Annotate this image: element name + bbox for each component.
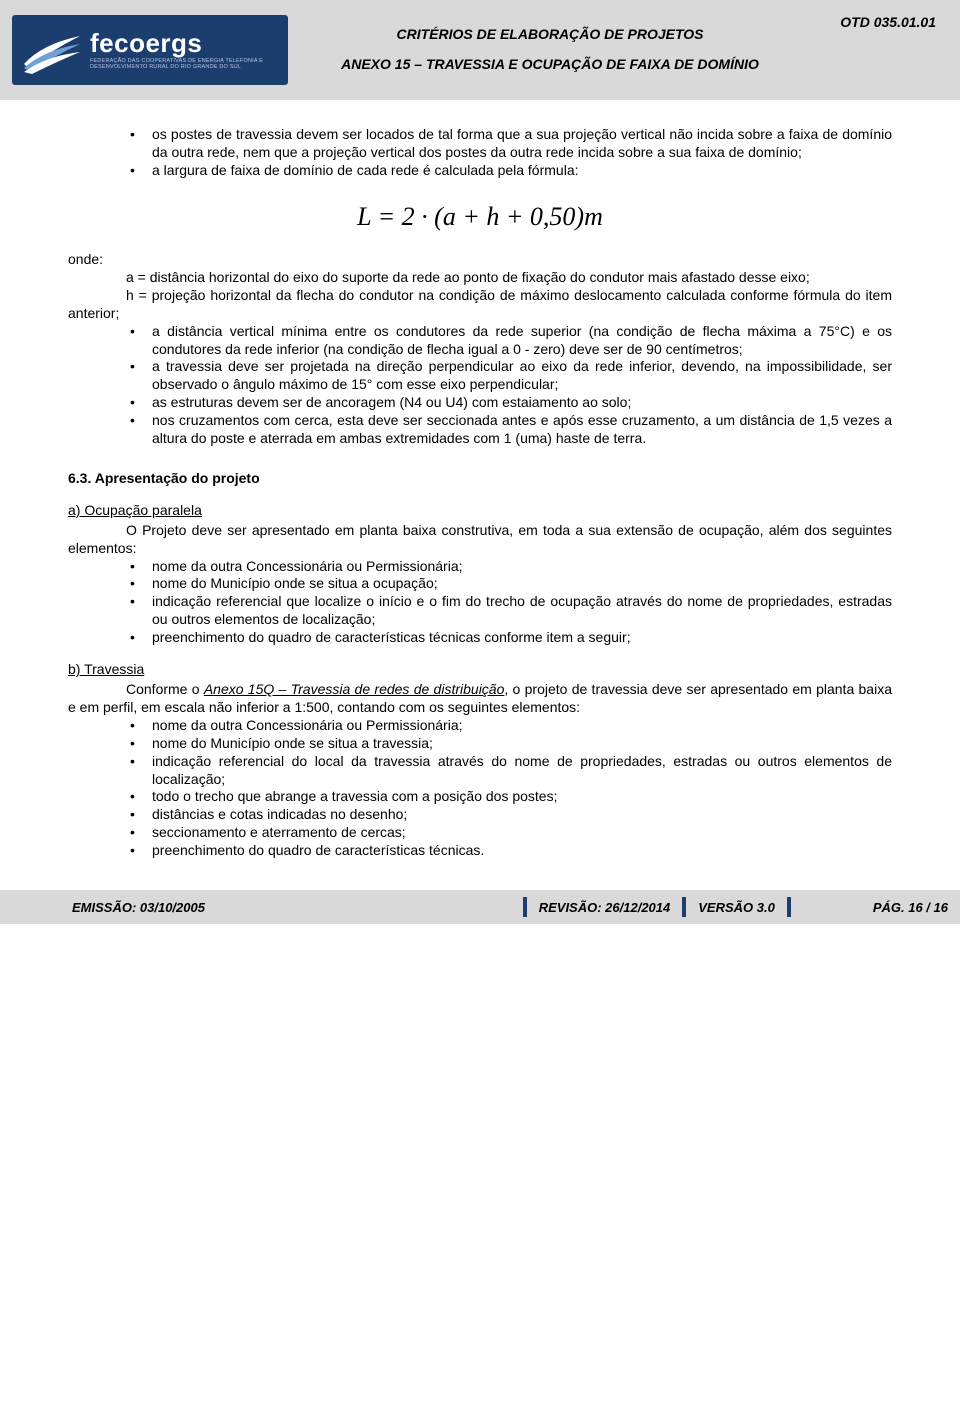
logo-subtitle: FEDERAÇÃO DAS COOPERATIVAS DE ENERGIA TE… [90,58,278,70]
formula: L = 2 · (a + h + 0,50)m [68,200,892,233]
footer-revisao: REVISÃO: 26/12/2014 [527,900,683,915]
list-item: nome do Município onde se situa a traves… [126,735,892,753]
footer-versao: VERSÃO 3.0 [686,900,787,915]
section-6-3-heading: 6.3. Apresentação do projeto [68,470,892,488]
para-b-pre: Conforme o [126,681,204,697]
list-item: indicação referencial que localize o iní… [126,593,892,629]
header-titles: CRITÉRIOS DE ELABORAÇÃO DE PROJETOS ANEX… [300,0,800,100]
list-item: seccionamento e aterramento de cercas; [126,824,892,842]
intro-bullets: os postes de travessia devem ser locados… [126,126,892,180]
list-item: preenchimento do quadro de característic… [126,842,892,860]
list-item: todo o trecho que abrange a travessia co… [126,788,892,806]
footer-band: EMISSÃO: 03/10/2005 REVISÃO: 26/12/2014 … [0,890,960,924]
onde-bullets: a distância vertical mínima entre os con… [126,323,892,448]
logo-text-wrap: fecoergs FEDERAÇÃO DAS COOPERATIVAS DE E… [90,30,278,70]
list-item: as estruturas devem ser de ancoragem (N4… [126,394,892,412]
doc-code: OTD 035.01.01 [800,0,960,100]
onde-h: h = projeção horizontal da flecha do con… [68,287,892,323]
footer-sep-icon [787,897,791,917]
list-item: a largura de faixa de domínio de cada re… [126,162,892,180]
a-bullets: nome da outra Concessionária ou Permissi… [126,558,892,648]
header-title-top: CRITÉRIOS DE ELABORAÇÃO DE PROJETOS [396,26,703,42]
header-band: fecoergs FEDERAÇÃO DAS COOPERATIVAS DE E… [0,0,960,100]
list-item: distâncias e cotas indicadas no desenho; [126,806,892,824]
anexo-15q-link[interactable]: Anexo 15Q – Travessia de redes de distri… [204,681,505,697]
list-item: nome da outra Concessionária ou Permissi… [126,717,892,735]
list-item: a distância vertical mínima entre os con… [126,323,892,359]
logo-badge: fecoergs FEDERAÇÃO DAS COOPERATIVAS DE E… [12,15,288,85]
header-title-mid: ANEXO 15 – TRAVESSIA E OCUPAÇÃO DE FAIXA… [341,56,759,74]
list-item: a travessia deve ser projetada na direçã… [126,358,892,394]
para-b: Conforme o Anexo 15Q – Travessia de rede… [68,681,892,717]
onde-label: onde: [68,251,892,269]
footer-pag: PÁG. 16 / 16 [861,900,960,915]
list-item: indicação referencial do local da traves… [126,753,892,789]
logo-swoosh-icon [22,26,82,74]
list-item: nos cruzamentos com cerca, esta deve ser… [126,412,892,448]
logo-name: fecoergs [90,30,278,56]
subhead-b: b) Travessia [68,661,892,679]
list-item: nome da outra Concessionária ou Permissi… [126,558,892,576]
para-a: O Projeto deve ser apresentado em planta… [68,522,892,558]
list-item: preenchimento do quadro de característic… [126,629,892,647]
subhead-a: a) Ocupação paralela [68,502,892,520]
logo-box: fecoergs FEDERAÇÃO DAS COOPERATIVAS DE E… [0,0,300,100]
page-body: os postes de travessia devem ser locados… [0,100,960,890]
b-bullets: nome da outra Concessionária ou Permissi… [126,717,892,860]
onde-block: onde: a = distância horizontal do eixo d… [68,251,892,323]
footer-emissao: EMISSÃO: 03/10/2005 [60,900,217,915]
list-item: nome do Município onde se situa a ocupaç… [126,575,892,593]
list-item: os postes de travessia devem ser locados… [126,126,892,162]
onde-a: a = distância horizontal do eixo do supo… [68,269,892,287]
